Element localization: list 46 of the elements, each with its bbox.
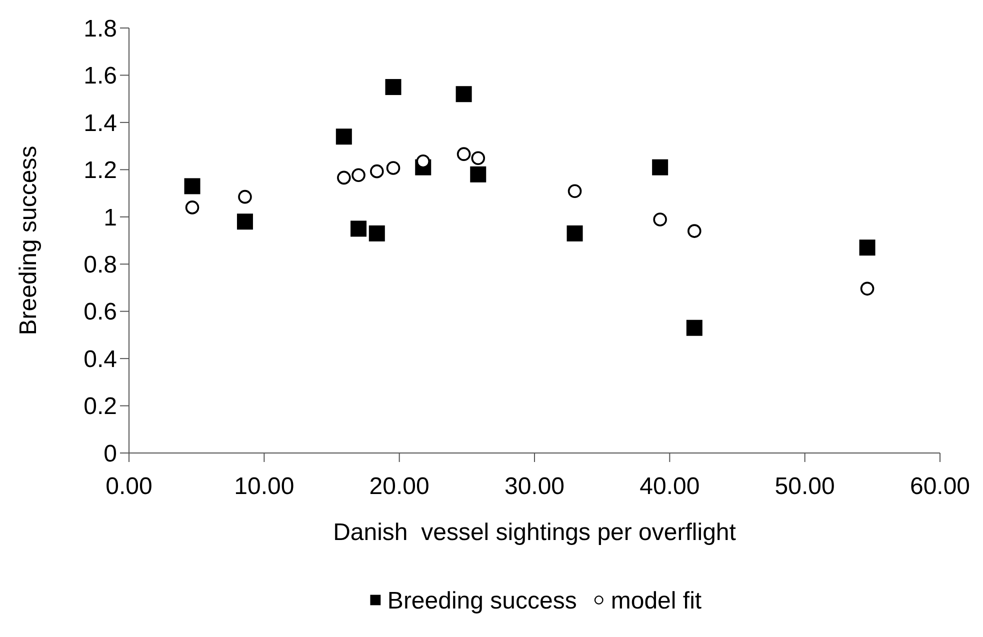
point	[185, 200, 200, 214]
point	[860, 282, 874, 296]
y-tick-label: 0.6	[84, 298, 117, 326]
point	[386, 161, 400, 175]
point	[686, 320, 702, 336]
point	[568, 184, 582, 198]
point	[184, 178, 200, 194]
y-tick-label: 0	[104, 440, 117, 468]
y-tick-label: 1.4	[84, 110, 117, 137]
point	[688, 224, 702, 238]
point	[416, 154, 430, 168]
x-tick-label: 40.00	[640, 472, 700, 500]
x-axis-title: Danish vessel sightings per overflight	[333, 519, 736, 546]
y-tick-label: 0.8	[84, 252, 117, 279]
y-tick-label: 1.2	[84, 157, 117, 184]
y-tick-label: 0.2	[84, 393, 117, 420]
legend-label: model fit	[610, 587, 702, 614]
point	[370, 164, 384, 178]
y-tick-label: 1.6	[84, 62, 117, 90]
point	[471, 151, 486, 165]
y-tick-label: 1	[104, 204, 117, 232]
x-tick-label: 0.00	[106, 472, 152, 500]
point	[238, 190, 252, 204]
legend-label: Breeding success	[387, 587, 577, 614]
x-tick-label: 50.00	[774, 472, 835, 500]
point	[859, 240, 876, 256]
point	[352, 168, 366, 182]
point	[236, 214, 253, 230]
point	[456, 147, 471, 161]
point	[456, 86, 472, 102]
x-tick-label: 20.00	[369, 472, 430, 500]
point	[566, 225, 583, 242]
point	[652, 159, 668, 176]
point	[653, 212, 667, 226]
x-tick-label: 10.00	[234, 472, 294, 500]
point	[337, 170, 351, 185]
point	[368, 225, 385, 242]
y-tick-label: 1.8	[84, 15, 117, 42]
y-tick-label: 0.4	[84, 346, 117, 373]
x-tick-label: 30.00	[504, 472, 565, 500]
point	[350, 220, 367, 237]
point	[336, 128, 352, 145]
point	[470, 166, 486, 182]
point	[385, 79, 402, 96]
y-axis-title: Breeding success	[15, 146, 42, 336]
x-tick-label: 60.00	[910, 472, 970, 500]
